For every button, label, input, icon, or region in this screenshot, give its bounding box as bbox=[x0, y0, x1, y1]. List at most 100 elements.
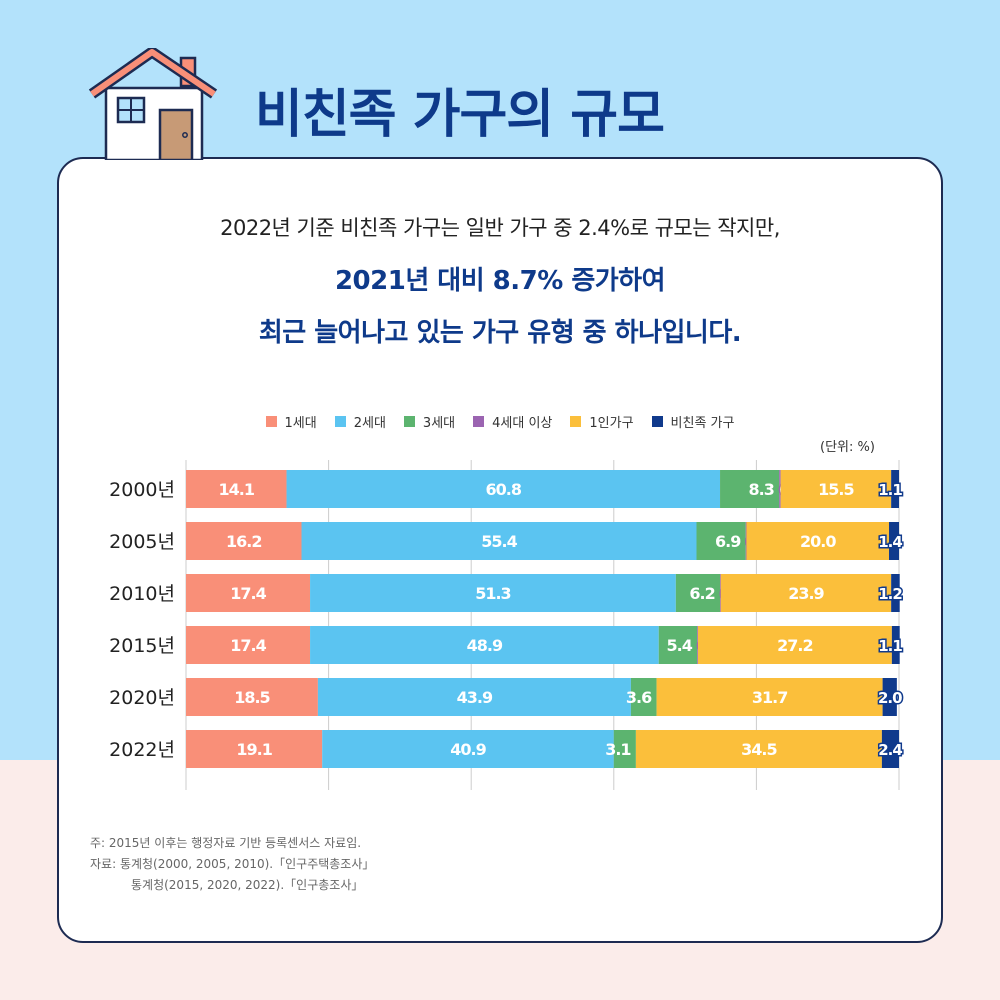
category-label: 2000년 bbox=[109, 479, 175, 501]
bar-segment bbox=[310, 626, 659, 664]
data-label: 34.5 bbox=[741, 740, 777, 759]
data-label: 5.4 bbox=[667, 636, 693, 655]
bar-segment bbox=[630, 678, 657, 716]
legend-swatch bbox=[473, 416, 485, 427]
stacked-bar-chart: 2000년14.160.88.30.215.51.12005년16.255.46… bbox=[109, 460, 905, 790]
bar-segment bbox=[889, 522, 899, 560]
legend-swatch bbox=[265, 416, 277, 427]
bar-segment bbox=[720, 470, 780, 508]
legend-label: 1인가구 bbox=[589, 416, 634, 431]
bar-segment bbox=[635, 730, 882, 768]
data-label: 17.4 bbox=[230, 584, 266, 603]
bar-segment bbox=[186, 574, 311, 612]
bar-segment bbox=[780, 470, 892, 508]
data-label: 16.2 bbox=[226, 532, 261, 551]
unit-label: (단위: %) bbox=[820, 440, 875, 455]
legend-label: 1세대 bbox=[284, 416, 317, 431]
data-label: 51.3 bbox=[475, 584, 510, 603]
data-label: 20.0 bbox=[800, 532, 836, 551]
house-icon bbox=[88, 48, 218, 160]
legend-item: 비친족 가구 bbox=[651, 412, 735, 431]
intro-line-3: 최근 늘어나고 있는 가구 유형 중 하나입니다. bbox=[258, 318, 742, 348]
footnotes: 주: 2015년 이후는 행정자료 기반 등록센서스 자료임. 자료: 통계청(… bbox=[90, 833, 374, 896]
category-label: 2020년 bbox=[109, 687, 175, 709]
data-label: 1.4 bbox=[878, 533, 902, 551]
bar-segment bbox=[882, 678, 897, 716]
source-line: 통계청(2015, 2020, 2022).「인구총조사」 bbox=[131, 878, 364, 892]
bar-segment bbox=[186, 470, 287, 508]
data-label: 15.5 bbox=[818, 480, 854, 499]
bar-segment bbox=[779, 470, 781, 508]
data-label: 23.9 bbox=[788, 584, 824, 603]
bar-segment bbox=[696, 522, 746, 560]
data-label: 6.2 bbox=[689, 584, 714, 603]
bar-segment bbox=[675, 574, 721, 612]
legend-item: 3세대 bbox=[403, 412, 456, 431]
data-label: 3.1 bbox=[605, 740, 631, 759]
bar-segment bbox=[891, 626, 900, 664]
legend-swatch bbox=[570, 416, 582, 427]
legend-item: 2세대 bbox=[334, 412, 386, 431]
data-label: 6.9 bbox=[715, 532, 741, 551]
bar-segment bbox=[891, 574, 900, 612]
legend-item: 4세대 이상 bbox=[473, 412, 552, 431]
data-label: 18.5 bbox=[234, 688, 270, 707]
bar-segment bbox=[720, 574, 892, 612]
note-line: 주: 2015년 이후는 행정자료 기반 등록센서스 자료임. bbox=[90, 836, 362, 850]
legend-swatch bbox=[403, 416, 415, 427]
bar-segment bbox=[613, 730, 636, 768]
bar-segment bbox=[720, 574, 721, 612]
intro-line-2: 2021년 대비 8.7% 증가하여 bbox=[334, 266, 666, 296]
data-label: 48.9 bbox=[467, 636, 503, 655]
data-label: 1.1 bbox=[878, 481, 902, 499]
category-label: 2010년 bbox=[109, 583, 175, 605]
bar-segment bbox=[697, 626, 699, 664]
bar-segment bbox=[745, 522, 747, 560]
data-label: 27.2 bbox=[777, 636, 812, 655]
data-label: 40.9 bbox=[450, 740, 486, 759]
data-label: 1.1 bbox=[878, 637, 902, 655]
bar-segment bbox=[310, 574, 676, 612]
bar-segment bbox=[746, 522, 890, 560]
source-line: 자료: 통계청(2000, 2005, 2010).「인구주택총조사」 bbox=[90, 857, 375, 871]
bar-segment bbox=[186, 626, 311, 664]
legend-swatch bbox=[651, 416, 663, 427]
page-title: 비친족 가구의 규모 bbox=[255, 85, 665, 145]
bar-segment bbox=[881, 730, 899, 768]
data-label: 2.0 bbox=[878, 689, 902, 707]
category-label: 2005년 bbox=[109, 531, 175, 553]
bar-segment bbox=[186, 730, 323, 768]
legend-item: 1인가구 bbox=[570, 412, 634, 431]
legend-swatch bbox=[334, 416, 346, 427]
data-label: 1.2 bbox=[878, 585, 902, 603]
bar-segment bbox=[186, 522, 302, 560]
data-label: 19.1 bbox=[236, 740, 272, 759]
legend-item: 1세대 bbox=[265, 412, 317, 431]
intro-line-1: 2022년 기준 비친족 가구는 일반 가구 중 2.4%로 규모는 작지만, bbox=[220, 216, 780, 240]
category-label: 2022년 bbox=[109, 739, 175, 761]
legend-label: 비친족 가구 bbox=[670, 416, 735, 431]
data-label: 60.8 bbox=[486, 480, 522, 499]
data-label: 2.4 bbox=[878, 741, 902, 759]
bar-segment bbox=[186, 678, 318, 716]
bar-segment bbox=[697, 626, 892, 664]
data-label: 14.1 bbox=[219, 480, 255, 499]
category-label: 2015년 bbox=[109, 635, 175, 657]
data-label: 8.3 bbox=[749, 480, 774, 499]
bar-segment bbox=[301, 522, 697, 560]
bar-segment bbox=[322, 730, 614, 768]
bar-segment bbox=[891, 470, 899, 508]
bar-segment bbox=[317, 678, 631, 716]
legend-label: 4세대 이상 bbox=[492, 416, 553, 431]
data-label: 17.4 bbox=[230, 636, 266, 655]
legend-label: 2세대 bbox=[353, 416, 386, 431]
data-label: 3.6 bbox=[626, 688, 652, 707]
data-label: 31.7 bbox=[752, 688, 787, 707]
chart-legend: 1세대 2세대 3세대 4세대 이상 1인가구 비친족 가구 bbox=[0, 412, 1000, 431]
legend-label: 3세대 bbox=[422, 416, 456, 431]
bar-segment bbox=[656, 678, 883, 716]
bar-segment bbox=[286, 470, 721, 508]
bar-segment bbox=[658, 626, 698, 664]
data-label: 43.9 bbox=[457, 688, 493, 707]
data-label: 55.4 bbox=[481, 532, 517, 551]
